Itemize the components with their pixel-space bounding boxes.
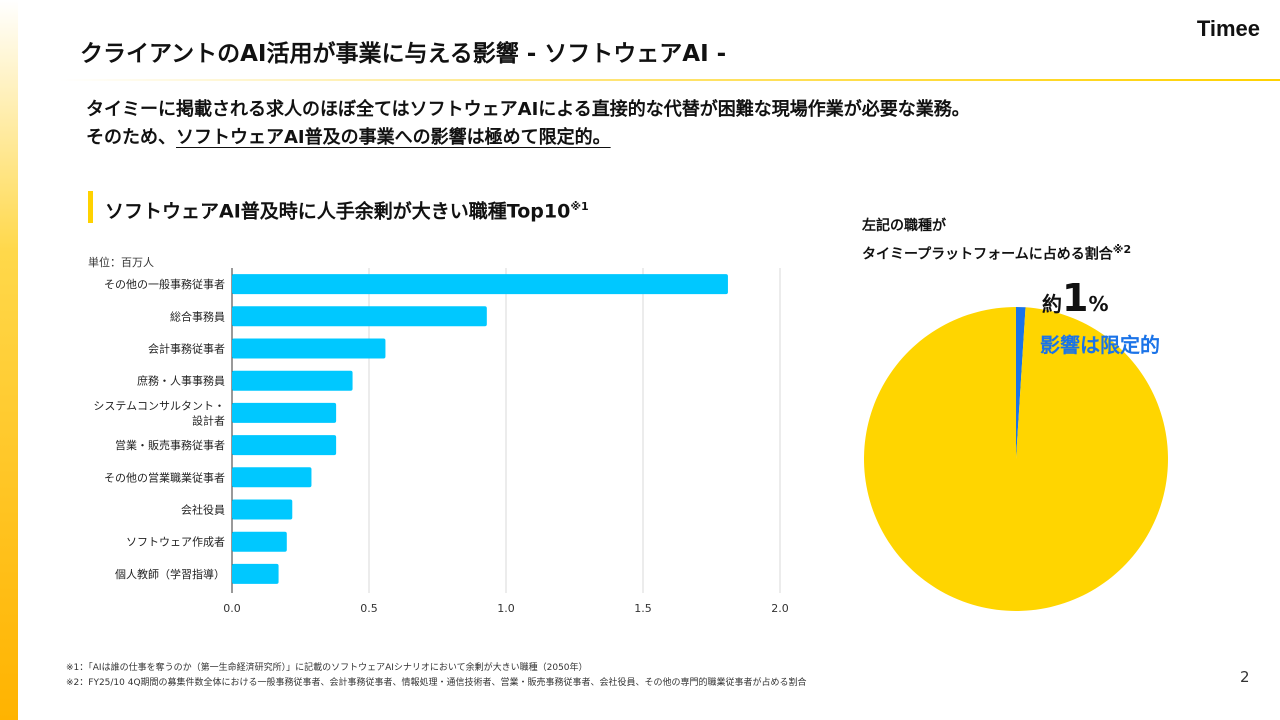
category-label: システムコンサルタント・: [93, 399, 225, 412]
pct-prefix: 約: [1042, 292, 1062, 316]
pct-unit: %: [1088, 292, 1109, 316]
x-tick-label: 2.0: [771, 602, 789, 615]
category-label: その他の営業職業従事者: [104, 470, 225, 484]
category-label: ソフトウェア作成者: [126, 536, 225, 549]
pie-slice: [863, 307, 1168, 611]
bar: [232, 563, 279, 584]
pie-title-line-2: タイミープラットフォームに占める割合※2: [862, 238, 1131, 267]
unit-label: 単位：百万人: [88, 256, 154, 269]
bar: [232, 467, 312, 488]
lead-emphasis: ソフトウェアAI普及の事業への影響は極めて限定的。: [176, 127, 611, 148]
page-title: クライアントのAI活用が事業に与える影響 - ソフトウェアAI -: [80, 41, 727, 67]
bar: [232, 531, 287, 552]
lead-line-1: タイミーに掲載される求人のほぼ全てはソフトウェアAIによる直接的な代替が困難な現…: [86, 99, 970, 120]
category-label: 個人教師（学習指導）: [115, 567, 225, 581]
lead-prefix: そのため、: [86, 127, 176, 148]
footnotes: ※1：「AIは誰の仕事を奪うのか（第一生命経済研究所）」に記載のソフトウェアAI…: [66, 661, 807, 691]
lead-line-2: そのため、ソフトウェアAI普及の事業への影響は極めて限定的。: [86, 124, 970, 152]
bar-title-note: ※1: [570, 200, 589, 213]
category-label: 総合事務員: [170, 309, 225, 323]
pie-title-text: タイミープラットフォームに占める割合: [862, 246, 1113, 263]
footnote-2: ※2：FY25/10 4Q期間の募集件数全体における一般事務従事者、会計事務従事…: [66, 678, 807, 688]
bar: [232, 370, 353, 391]
footnote-1: ※1：「AIは誰の仕事を奪うのか（第一生命経済研究所）」に記載のソフトウェアAI…: [66, 663, 588, 673]
pie-annotation: 影響は限定的: [1040, 333, 1160, 357]
category-label: 会社役員: [181, 503, 225, 517]
category-label: 設計者: [192, 413, 225, 427]
x-tick-label: 1.5: [634, 602, 652, 615]
bar: [232, 274, 728, 295]
x-tick-label: 0.0: [223, 602, 241, 615]
bar: [232, 402, 337, 423]
bar: [232, 499, 293, 520]
page-number: 2: [1240, 668, 1250, 686]
pie-slice: [1016, 307, 1026, 459]
bar: [232, 338, 386, 359]
category-label: 会計事務従事者: [148, 342, 225, 356]
bar-title-text: ソフトウェアAI普及時に人手余剰が大きい職種Top10: [105, 200, 571, 223]
pie-percentage: 約1%: [1042, 276, 1109, 320]
pct-value: 1: [1062, 276, 1089, 320]
pie-title-note: ※2: [1112, 243, 1132, 256]
divider: [60, 79, 1280, 81]
category-label: その他の一般事務従事者: [104, 277, 225, 291]
logo: Timee: [1196, 16, 1260, 41]
x-tick-label: 0.5: [360, 602, 378, 615]
lead-text: タイミーに掲載される求人のほぼ全てはソフトウェアAIによる直接的な代替が困難な現…: [86, 96, 970, 152]
bar: [232, 306, 487, 327]
bar-chart-title: ソフトウェアAI普及時に人手余剰が大きい職種Top10※1: [88, 191, 589, 223]
category-label: 営業・販売事務従事者: [115, 438, 225, 452]
category-label: 庶務・人事事務員: [137, 374, 225, 388]
x-tick-label: 1.0: [497, 602, 515, 615]
accent-strip: [0, 0, 18, 720]
pie-title-line-1: 左記の職種が: [862, 218, 946, 234]
pie-title: 左記の職種が タイミープラットフォームに占める割合※2: [862, 214, 1131, 267]
bar: [232, 435, 337, 456]
